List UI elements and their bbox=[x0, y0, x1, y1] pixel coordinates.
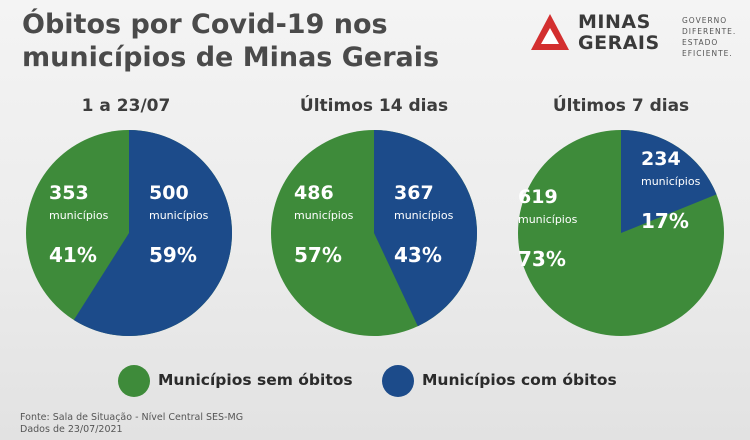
logo-slogan: GOVERNO DIFERENTE. ESTADO EFICIENTE. bbox=[682, 15, 748, 59]
slice-percent-sem-obitos: 57% bbox=[294, 243, 342, 267]
date-line: Dados de 23/07/2021 bbox=[20, 424, 123, 435]
logo-slogan-line: GOVERNO bbox=[682, 16, 728, 25]
slice-count-com-obitos: 234 bbox=[641, 148, 681, 170]
logo-name-line: GERAIS bbox=[578, 32, 660, 54]
pie-slice-com-obitos bbox=[374, 130, 477, 327]
legend-label-com-obitos: Municípios com óbitos bbox=[422, 371, 617, 389]
page-title: Óbitos por Covid-19 nos municípios de Mi… bbox=[22, 8, 482, 74]
page-title-line: municípios de Minas Gerais bbox=[22, 42, 440, 73]
legend-swatch-sem-obitos bbox=[118, 365, 150, 397]
slice-count-sem-obitos: 353 bbox=[49, 182, 89, 204]
pie-title-1: 1 a 23/07 bbox=[81, 96, 171, 116]
logo-slogan-line: ESTADO bbox=[682, 38, 719, 47]
logo-name: MINAS GERAIS bbox=[578, 12, 670, 54]
slice-count-sem-obitos: 619 bbox=[518, 186, 558, 208]
slice-unit-sem-obitos: municípios bbox=[518, 213, 578, 226]
slice-unit-com-obitos: municípios bbox=[641, 175, 701, 188]
slice-percent-com-obitos: 17% bbox=[641, 209, 689, 233]
slice-count-com-obitos: 500 bbox=[149, 182, 189, 204]
slice-unit-sem-obitos: municípios bbox=[49, 209, 109, 222]
page-title-line: Óbitos por Covid-19 nos bbox=[22, 9, 388, 40]
logo-name-line: MINAS bbox=[578, 11, 651, 33]
pie-slice-com-obitos bbox=[621, 130, 717, 233]
pie-title-3: Últimos 7 dias bbox=[552, 96, 690, 116]
slice-percent-com-obitos: 59% bbox=[149, 243, 197, 267]
source-note: Fonte: Sala de Situação - Nível Central … bbox=[20, 412, 243, 436]
minas-gerais-logo: MINAS GERAIS GOVERNO DIFERENTE. ESTADO E… bbox=[530, 12, 745, 58]
legend-label-sem-obitos: Municípios sem óbitos bbox=[158, 371, 353, 389]
slice-unit-com-obitos: municípios bbox=[149, 209, 209, 222]
slice-percent-sem-obitos: 73% bbox=[518, 247, 566, 271]
pie-title-2: Últimos 14 dias bbox=[299, 96, 449, 116]
source-line: Fonte: Sala de Situação - Nível Central … bbox=[20, 412, 244, 423]
slice-percent-sem-obitos: 41% bbox=[49, 243, 97, 267]
red-triangle-logo-icon bbox=[531, 14, 569, 50]
logo-slogan-line: DIFERENTE. bbox=[682, 27, 737, 36]
logo-slogan-line: EFICIENTE. bbox=[682, 49, 733, 58]
slice-unit-com-obitos: municípios bbox=[394, 209, 454, 222]
pie-slice-com-obitos bbox=[73, 130, 232, 336]
slice-count-sem-obitos: 486 bbox=[294, 182, 334, 204]
slice-percent-com-obitos: 43% bbox=[394, 243, 442, 267]
slice-unit-sem-obitos: municípios bbox=[294, 209, 354, 222]
legend-swatch-com-obitos bbox=[382, 365, 414, 397]
slice-count-com-obitos: 367 bbox=[394, 182, 434, 204]
